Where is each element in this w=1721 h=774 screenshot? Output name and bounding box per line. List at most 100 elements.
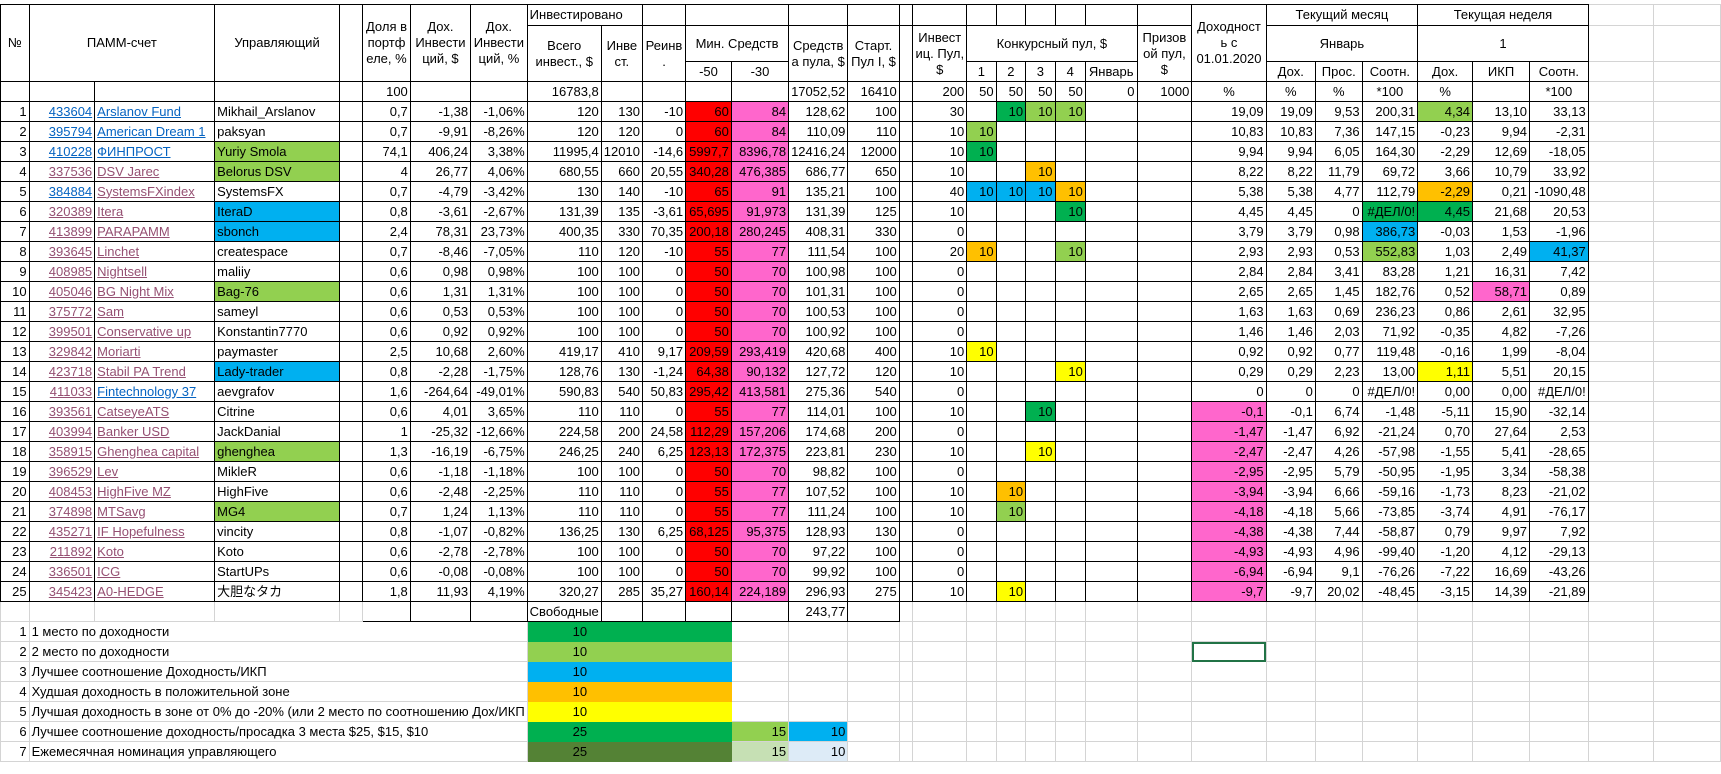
cell-ytd[interactable]: -3,94 [1191,481,1267,502]
cell-invest[interactable]: 110 [600,481,643,502]
blank-cell[interactable] [898,161,914,182]
cell-min30[interactable]: 70 [730,261,790,282]
cell-doh-pct[interactable]: 4,06% [470,161,528,182]
empty-cell[interactable] [1314,701,1363,722]
empty-cell[interactable] [1587,161,1655,182]
cell-share[interactable]: 1,3 [362,441,411,462]
cell-start[interactable]: 100 [847,321,900,342]
cell-m-doh[interactable]: 2,84 [1265,261,1316,282]
cell-k2[interactable]: 10 [995,501,1027,522]
free-start[interactable] [847,601,900,622]
cell-doh-usd[interactable]: 78,31 [409,221,472,242]
cell-k3[interactable] [1025,541,1056,562]
cell-k2[interactable] [995,321,1027,342]
cell-k2[interactable] [995,441,1027,462]
cell-jan[interactable] [1084,361,1138,382]
cell-doh-usd[interactable]: -264,64 [409,381,472,402]
cell-start[interactable]: 100 [847,561,900,582]
empty-cell[interactable] [1653,181,1721,202]
legend-text[interactable]: 2 место по доходности [28,641,528,662]
empty-cell[interactable] [1653,201,1721,222]
cell-share[interactable]: 0,7 [362,101,411,122]
free-pool[interactable]: 243,77 [788,601,849,622]
empty-cell[interactable] [1587,701,1655,722]
cell-w-ratio[interactable]: 20,53 [1529,201,1589,222]
blank-cell[interactable] [338,501,364,522]
empty-cell[interactable] [995,621,1027,642]
cell-doh-usd[interactable]: -0,08 [409,561,472,582]
cell-invest[interactable]: 410 [600,341,643,362]
blank-cell[interactable] [338,181,364,202]
cell-k1[interactable] [966,161,997,182]
cell-m-pros[interactable]: 2,23 [1314,361,1363,382]
cell-name[interactable]: Lev [94,461,216,482]
blank-cell[interactable] [338,561,364,582]
cell-doh-pct[interactable]: 1,31% [470,281,528,302]
empty-cell[interactable] [1587,581,1655,602]
empty-cell[interactable] [1653,121,1721,142]
cell-num[interactable]: 21 [0,501,30,522]
blank-cell[interactable] [898,441,914,462]
totals-m-pros[interactable]: % [1314,81,1363,102]
cell-prize[interactable] [1136,221,1193,242]
cell-name[interactable]: HighFive MZ [94,481,216,502]
empty-cell[interactable] [1136,661,1193,682]
cell-w-doh[interactable]: 0,52 [1417,281,1474,302]
cell-doh-usd[interactable]: 26,77 [409,161,472,182]
cell-doh-pct[interactable]: 0,98% [470,261,528,282]
blank-cell[interactable] [338,241,364,262]
empty-cell[interactable] [730,641,790,662]
cell-pool[interactable]: 110,09 [788,121,849,142]
cell-inv-pool[interactable]: 10 [912,481,968,502]
cell-prize[interactable] [1136,201,1193,222]
cell-id[interactable]: 336501 [28,561,96,582]
cell-k1[interactable] [966,501,997,522]
empty-cell[interactable] [1361,681,1419,702]
account-id-link[interactable]: 433604 [48,103,93,119]
cell-k1[interactable] [966,201,997,222]
cell-invest[interactable]: 100 [600,301,643,322]
cell-min50[interactable]: 112,29 [685,421,732,442]
cell-pool[interactable]: 111,24 [788,501,849,522]
cell-inv-pool[interactable]: 10 [912,201,968,222]
blank-cell[interactable] [338,281,364,302]
cell-inv-pool[interactable]: 10 [912,441,968,462]
cell-k3[interactable] [1025,121,1056,142]
cell-jan[interactable] [1084,221,1138,242]
free-m-pros[interactable] [1314,601,1363,622]
blank-cell[interactable] [338,461,364,482]
cell-k1[interactable] [966,321,997,342]
cell-share[interactable]: 4 [362,161,411,182]
cell-jan[interactable] [1084,341,1138,362]
cell-doh-pct[interactable]: -7,05% [470,241,528,262]
cell-invest[interactable]: 330 [600,221,643,242]
cell-w-ikp[interactable]: 4,91 [1472,501,1531,522]
cell-manager[interactable]: IteraD [214,201,340,222]
cell-ytd[interactable]: -1,47 [1191,421,1267,442]
cell-inv-pool[interactable]: 0 [912,381,968,402]
cell-pool[interactable]: 100,92 [788,321,849,342]
cell-invest[interactable]: 110 [600,401,643,422]
cell-invest[interactable]: 120 [600,121,643,142]
cell-prize[interactable] [1136,341,1193,362]
cell-start[interactable]: 130 [847,521,900,542]
cell-m-pros[interactable]: 5,79 [1314,461,1363,482]
empty-cell[interactable] [1587,641,1655,662]
blank-cell[interactable] [898,521,914,542]
cell-doh-usd[interactable]: -16,19 [409,441,472,462]
account-name-link[interactable]: MTSavg [97,503,146,519]
cell-k4[interactable] [1054,521,1086,542]
cell-doh-pct[interactable]: -2,78% [470,541,528,562]
empty-cell[interactable] [1054,741,1086,762]
empty-cell[interactable] [409,601,472,622]
cell-min50[interactable]: 60 [685,101,732,122]
blank-cell[interactable] [338,361,364,382]
cell-invest[interactable]: 200 [600,421,643,442]
header-blank[interactable] [898,4,914,26]
empty-cell[interactable] [912,641,968,662]
totals-total[interactable]: 16783,8 [526,81,602,102]
empty-cell[interactable] [1587,621,1655,642]
totals-reinvest[interactable] [641,81,687,102]
cell-m-doh[interactable]: -6,94 [1265,561,1316,582]
cell-w-ratio[interactable]: -2,31 [1529,121,1589,142]
